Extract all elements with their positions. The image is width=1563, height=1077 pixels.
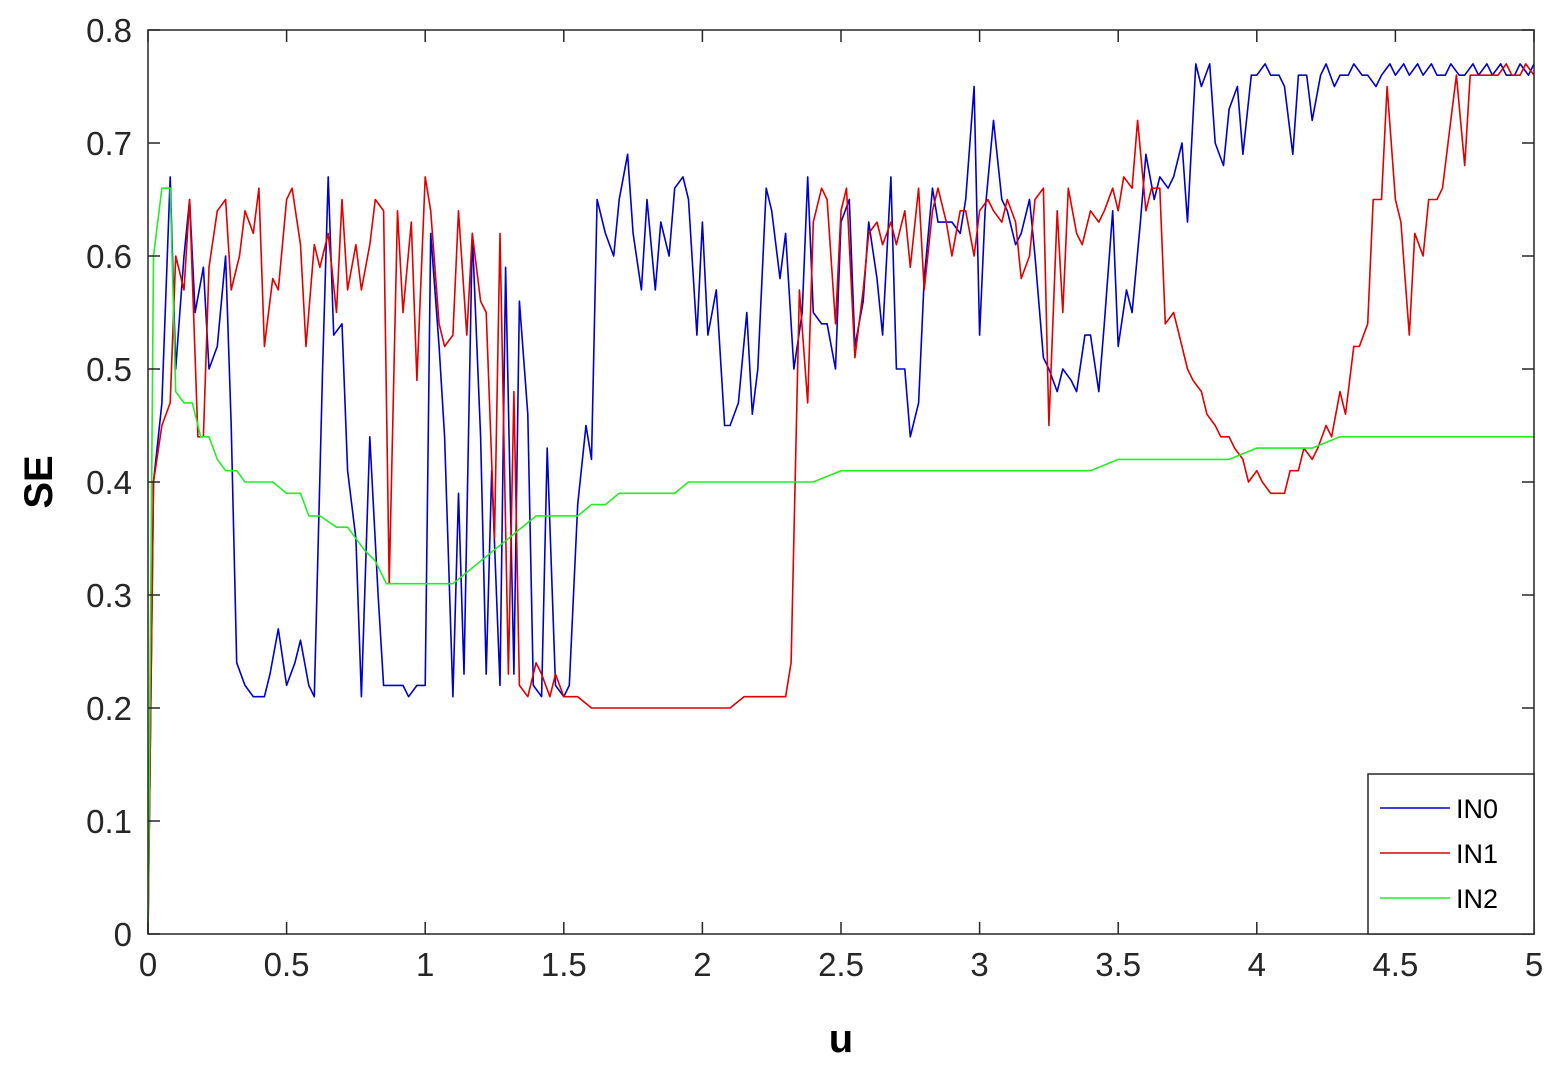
y-axis-label: SE (17, 455, 61, 508)
plot-area (148, 30, 1534, 934)
y-tick-label: 0.5 (86, 351, 132, 388)
x-tick-label: 0 (139, 946, 157, 983)
x-tick-label: 0.5 (264, 946, 310, 983)
legend-label-in0: IN0 (1456, 794, 1498, 824)
series-line-in1 (147, 63, 1535, 935)
x-tick-label: 1 (416, 946, 434, 983)
y-tick-label: 0.1 (86, 803, 132, 840)
y-tick-label: 0.2 (86, 690, 132, 727)
legend-box (1367, 773, 1535, 935)
y-tick-label: 0.6 (86, 238, 132, 275)
x-tick-label: 3 (970, 946, 988, 983)
y-tick-label: 0.3 (86, 577, 132, 614)
x-tick-label: 1.5 (541, 946, 587, 983)
x-tick-label: 2 (693, 946, 711, 983)
x-tick-label: 4.5 (1372, 946, 1418, 983)
series-line-in2 (147, 187, 1534, 935)
y-tick-label: 0.8 (86, 12, 132, 49)
legend-label-in2: IN2 (1456, 884, 1498, 914)
y-tick-label: 0.4 (86, 464, 132, 501)
series-line-in0 (147, 63, 1535, 935)
x-axis-label: u (829, 1017, 853, 1061)
legend: IN0 IN1 IN2 (1367, 773, 1535, 935)
x-tick-label: 4 (1248, 946, 1266, 983)
x-tick-label: 2.5 (818, 946, 864, 983)
x-tick-label: 3.5 (1095, 946, 1141, 983)
y-tick-label: 0.7 (86, 125, 132, 162)
legend-label-in1: IN1 (1456, 839, 1498, 869)
x-tick-label: 5 (1525, 946, 1543, 983)
y-tick-label: 0 (114, 916, 132, 953)
ticks-layer: 0 0.5 1 1.5 2 2.5 3 3.5 4 4.5 5 0 0.1 0.2 0.3 0.4 0.5 0.6… (86, 12, 1543, 983)
series-layer (147, 63, 1535, 935)
